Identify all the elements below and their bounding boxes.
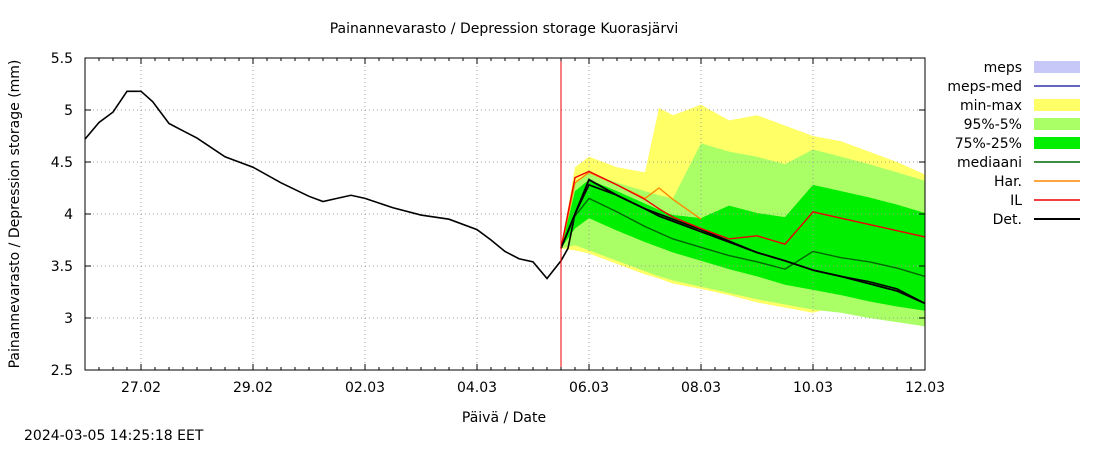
x-tick-label: 04.03 — [457, 380, 497, 396]
legend-label: min-max — [960, 98, 1022, 114]
legend-label: Det. — [993, 212, 1022, 228]
series-mediaani — [560, 197, 926, 278]
y-tick-label: 5 — [64, 103, 73, 119]
series-det- — [560, 178, 926, 305]
legend-swatch — [1034, 118, 1080, 130]
y-tick-label: 3 — [64, 311, 73, 327]
legend-label: mediaani — [957, 155, 1022, 171]
legend-label: IL — [1010, 193, 1022, 209]
legend: meps meps-med min-max 95%-5% 75%-25% mediaani… — [947, 60, 1080, 228]
series-il — [560, 170, 926, 249]
legend-swatch — [1034, 99, 1080, 111]
legend-swatch — [1034, 137, 1080, 149]
legend-label: Har. — [994, 174, 1022, 190]
y-tick-label: 3.5 — [51, 259, 73, 275]
y-tick-label: 4 — [64, 207, 73, 223]
x-tick-label: 02.03 — [345, 380, 385, 396]
legend-swatch — [1034, 61, 1080, 73]
x-tick-label: 27.02 — [121, 380, 161, 396]
y-tick-label: 4.5 — [51, 155, 73, 171]
chart-title: Painannevarasto / Depression storage Kuo… — [330, 21, 679, 37]
series-lines — [84, 90, 926, 305]
forecast-bands — [561, 104, 925, 327]
axis-ticks: 2.5 3 3.5 4 4.5 5 5.5 27.02 29.02 02.03 04.03 06.03… — [51, 51, 945, 396]
footer-timestamp: 2024-03-05 14:25:18 EET — [24, 428, 204, 444]
x-tick-label: 29.02 — [233, 380, 273, 396]
x-axis-label: Päivä / Date — [462, 410, 546, 426]
legend-label: 75%-25% — [955, 136, 1022, 152]
legend-label: 95%-5% — [964, 117, 1022, 133]
x-tick-label: 06.03 — [569, 380, 609, 396]
y-tick-label: 2.5 — [51, 363, 73, 379]
x-tick-label: 08.03 — [681, 380, 721, 396]
x-tick-label: 12.03 — [905, 380, 945, 396]
y-tick-label: 5.5 — [51, 51, 73, 67]
y-axis-label: Painannevarasto / Depression storage (mm… — [7, 60, 23, 369]
x-tick-label: 10.03 — [793, 380, 833, 396]
legend-label: meps-med — [947, 79, 1022, 95]
legend-label: meps — [984, 60, 1022, 76]
